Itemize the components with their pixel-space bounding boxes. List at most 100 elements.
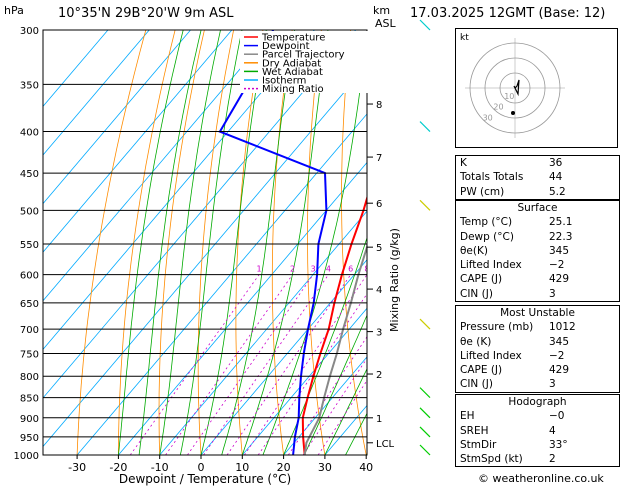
surface-table: Surface Temp (°C) 25.1 Dewp (°C) 22.3 θe(K) 3… bbox=[455, 200, 620, 303]
hodograph-unit-label: kt bbox=[460, 33, 469, 43]
wet-adiabat bbox=[179, 30, 243, 455]
most-unstable-value: 1012 bbox=[549, 321, 576, 334]
pressure-tick-label: 700 bbox=[20, 325, 39, 336]
most-unstable-value: 345 bbox=[549, 335, 570, 348]
hodograph-row: SREH 4 bbox=[456, 424, 619, 438]
km-tick-label: 6 bbox=[376, 199, 382, 210]
isotherm-line bbox=[43, 30, 357, 399]
surface-title: Surface bbox=[517, 202, 558, 214]
surface-label: CAPE (J) bbox=[460, 273, 503, 286]
wind-barb bbox=[419, 387, 431, 399]
surface-value: 25.1 bbox=[549, 216, 573, 229]
mixing-ratio-label: 16 bbox=[403, 265, 413, 274]
pressure-tick-label: 400 bbox=[20, 128, 39, 139]
wind-barb bbox=[419, 444, 431, 456]
mixing-ratio-label: 4 bbox=[326, 265, 331, 274]
indices-table: K 36 Totals Totals 44 PW (cm) 5.2 bbox=[455, 155, 620, 200]
mixing-ratio-line bbox=[287, 336, 367, 455]
copyright-footer: © weatheronline.co.uk bbox=[478, 472, 604, 485]
isotherm-line bbox=[76, 113, 367, 455]
temp-tick-label: -10 bbox=[151, 461, 169, 474]
index-label: Totals Totals bbox=[460, 171, 524, 184]
dry-adiabat bbox=[197, 30, 234, 455]
isotherm-line bbox=[159, 210, 367, 455]
index-row: K 36 bbox=[456, 156, 619, 170]
mixing-ratio-line bbox=[226, 274, 351, 455]
mixing-ratio-line bbox=[187, 274, 314, 455]
temp-tick-label: 40 bbox=[359, 461, 373, 474]
hodograph-row: StmDir 33° bbox=[456, 438, 619, 452]
most-unstable-row: CAPE (J) 429 bbox=[456, 363, 619, 377]
temp-tick-label: -20 bbox=[109, 461, 127, 474]
km-tick-label: 4 bbox=[376, 285, 382, 296]
mixing-ratio-label: 25 bbox=[431, 265, 441, 274]
legend-label: Dewpoint bbox=[262, 41, 310, 52]
index-value: 36 bbox=[549, 157, 563, 169]
pressure-tick-label: 550 bbox=[20, 240, 39, 251]
legend-label: Isotherm bbox=[262, 76, 306, 87]
km-tick-label: LCL bbox=[376, 439, 395, 450]
surface-label: Dewp (°C) bbox=[460, 230, 514, 243]
mixing-ratio-label: 8 bbox=[364, 265, 369, 274]
index-value: 44 bbox=[549, 171, 563, 184]
isotherm-line bbox=[241, 307, 367, 455]
surface-value: 22.3 bbox=[549, 230, 573, 243]
hodograph-label: EH bbox=[460, 410, 475, 423]
wind-barb bbox=[419, 407, 431, 419]
pressure-tick-label: 650 bbox=[20, 299, 39, 310]
hodograph-ring-label: 10 bbox=[504, 92, 514, 101]
mixing-ratio-axis-label: Mixing Ratio (g/kg) bbox=[388, 228, 401, 332]
index-label: K bbox=[460, 157, 467, 169]
isotherm-line bbox=[43, 64, 367, 448]
asl-label: ASL bbox=[375, 17, 396, 30]
wet-adiabat bbox=[200, 30, 267, 455]
hodograph-ring-label: 20 bbox=[493, 103, 503, 112]
hodograph-table-title: Hodograph bbox=[508, 396, 567, 408]
mixing-ratio-line bbox=[129, 274, 260, 455]
isotherm-line bbox=[200, 259, 367, 455]
x-axis-label: Dewpoint / Temperature (°C) bbox=[119, 472, 291, 486]
hodograph-row: StmSpd (kt) 2 bbox=[456, 452, 619, 466]
most-unstable-row: θe (K) 345 bbox=[456, 335, 619, 349]
most-unstable-value: −2 bbox=[549, 349, 565, 362]
pressure-tick-label: 1000 bbox=[14, 451, 39, 462]
surface-value: 429 bbox=[549, 273, 570, 286]
surface-label: θe(K) bbox=[460, 244, 488, 257]
datetime-title: 17.03.2025 12GMT (Base: 12) bbox=[410, 6, 606, 21]
mixing-ratio-label: 6 bbox=[348, 265, 353, 274]
mixing-ratio-label: 2 bbox=[290, 265, 295, 274]
surface-row: Dewp (°C) 22.3 bbox=[456, 230, 619, 244]
index-row: Totals Totals 44 bbox=[456, 170, 619, 184]
km-tick-label: 1 bbox=[376, 414, 382, 425]
mixing-ratio-label: 1 bbox=[257, 265, 262, 274]
pressure-tick-label: 950 bbox=[20, 433, 39, 444]
mixing-ratio-line bbox=[244, 274, 367, 455]
wet-adiabat bbox=[303, 314, 367, 455]
pressure-tick-label: 450 bbox=[20, 169, 39, 180]
hodograph-label: SREH bbox=[460, 424, 489, 437]
hodograph-label: StmSpd (kt) bbox=[460, 453, 523, 466]
plot-frame bbox=[42, 29, 368, 456]
pressure-tick-label: 500 bbox=[20, 206, 39, 217]
wind-barb bbox=[419, 121, 431, 132]
most-unstable-value: 3 bbox=[549, 378, 556, 391]
dry-adiabat bbox=[235, 30, 264, 455]
hodograph-label: StmDir bbox=[460, 438, 497, 451]
hodograph-value: 33° bbox=[549, 438, 568, 451]
most-unstable-row: Pressure (mb) 1012 bbox=[456, 320, 619, 334]
surface-row: Temp (°C) 25.1 bbox=[456, 215, 619, 229]
surface-label: Temp (°C) bbox=[460, 216, 513, 229]
isotherm-line bbox=[43, 30, 150, 156]
pressure-tick-label: 850 bbox=[20, 394, 39, 405]
pressure-tick-label: 750 bbox=[20, 349, 39, 360]
dry-adiabat bbox=[158, 30, 205, 455]
pressure-tick-label: 600 bbox=[20, 271, 39, 282]
surface-row: θe(K) 345 bbox=[456, 244, 619, 258]
legend-label: Wet Adiabat bbox=[262, 67, 323, 78]
legend-box bbox=[240, 31, 368, 93]
surface-row: CIN (J) 3 bbox=[456, 287, 619, 301]
legend-label: Dry Adiabat bbox=[262, 58, 321, 69]
legend-label: Temperature bbox=[261, 33, 325, 44]
